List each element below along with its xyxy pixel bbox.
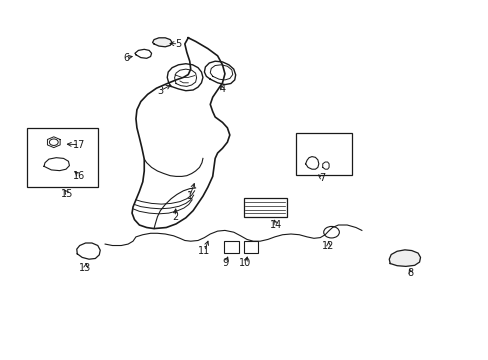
Text: 1: 1 — [186, 191, 192, 201]
Bar — [243, 198, 286, 217]
Text: 5: 5 — [175, 39, 181, 49]
Text: 16: 16 — [73, 171, 85, 181]
Text: 17: 17 — [73, 140, 85, 150]
Text: 9: 9 — [223, 258, 228, 268]
Text: 2: 2 — [172, 212, 178, 222]
Text: 3: 3 — [157, 86, 163, 96]
Text: 12: 12 — [322, 240, 334, 251]
Polygon shape — [152, 38, 172, 47]
Text: 6: 6 — [123, 53, 129, 63]
Bar — [243, 241, 258, 253]
Bar — [295, 133, 351, 175]
Circle shape — [49, 139, 58, 145]
Text: 10: 10 — [239, 258, 251, 268]
Bar — [27, 128, 98, 187]
Text: 7: 7 — [319, 173, 325, 183]
Text: 13: 13 — [79, 263, 92, 273]
Text: 15: 15 — [61, 189, 74, 199]
Text: 4: 4 — [219, 84, 225, 94]
Text: 11: 11 — [198, 246, 210, 256]
Polygon shape — [388, 250, 420, 266]
Bar — [224, 241, 238, 253]
Circle shape — [323, 226, 339, 238]
Text: 14: 14 — [269, 220, 282, 230]
Text: 8: 8 — [407, 268, 413, 278]
